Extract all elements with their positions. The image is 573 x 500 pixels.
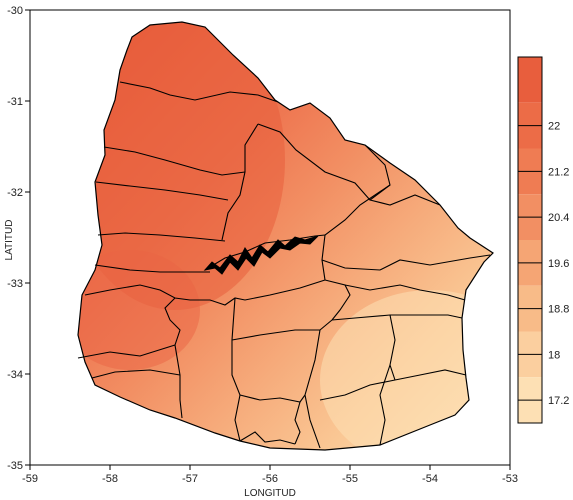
- x-tick-label: -54: [422, 473, 438, 485]
- colorbar-label: 22: [548, 121, 560, 133]
- y-axis: -30 -31 -32 -33 -34 -35 LATITUD: [4, 5, 30, 472]
- x-tick-label: -56: [262, 473, 278, 485]
- y-tick-label: -30: [7, 5, 23, 17]
- y-tick-label: -31: [7, 96, 23, 108]
- cool-band-east: [320, 290, 493, 450]
- colorbar-frame: [517, 56, 543, 424]
- y-tick-label: -34: [7, 369, 23, 381]
- department-borders: [77, 81, 491, 449]
- x-axis: -59 -58 -57 -56 -55 -54 -53 LONGITUD: [22, 464, 518, 499]
- x-tick-label: -55: [342, 473, 358, 485]
- colorbar: 22 21.2 20.4 19.6 18.8 18 17.2: [517, 56, 569, 424]
- x-tick-label: -53: [502, 473, 518, 485]
- y-tick-label: -32: [7, 187, 23, 199]
- y-tick-label: -33: [7, 278, 23, 290]
- x-tick-label: -58: [102, 473, 118, 485]
- y-axis-title: LATITUD: [4, 220, 15, 261]
- warm-band-west: [78, 250, 200, 370]
- colorbar-label: 17.2: [548, 395, 569, 407]
- colorbar-label: 19.6: [548, 258, 569, 270]
- colorbar-label: 21.2: [548, 166, 569, 178]
- colorbar-label: 18: [548, 349, 560, 361]
- y-tick-label: -35: [7, 460, 23, 472]
- country-fill: [78, 22, 493, 450]
- x-axis-title: LONGITUD: [244, 488, 296, 499]
- rio-negro-reservoir: [203, 235, 319, 275]
- x-tick-label: -57: [182, 473, 198, 485]
- colorbar-label: 18.8: [548, 304, 569, 316]
- warm-band-north: [78, 22, 285, 310]
- colorbar-label: 20.4: [548, 212, 569, 224]
- x-tick-label: -59: [22, 473, 38, 485]
- colorbar-cell: [518, 57, 542, 103]
